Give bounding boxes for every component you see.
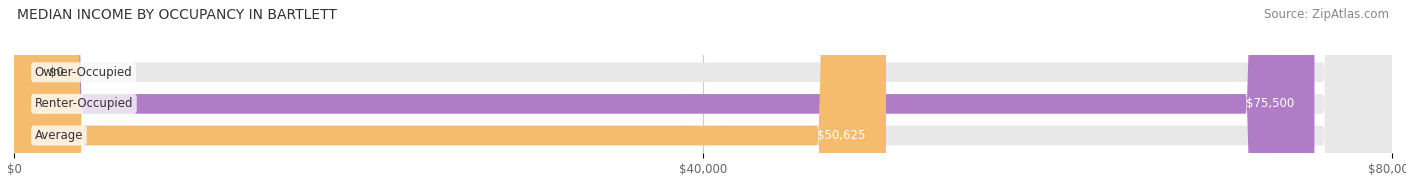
Text: $75,500: $75,500 bbox=[1246, 97, 1294, 110]
FancyBboxPatch shape bbox=[14, 0, 1392, 196]
FancyBboxPatch shape bbox=[14, 0, 1392, 196]
Text: Source: ZipAtlas.com: Source: ZipAtlas.com bbox=[1264, 8, 1389, 21]
Text: MEDIAN INCOME BY OCCUPANCY IN BARTLETT: MEDIAN INCOME BY OCCUPANCY IN BARTLETT bbox=[17, 8, 337, 22]
FancyBboxPatch shape bbox=[14, 0, 1315, 196]
FancyBboxPatch shape bbox=[14, 0, 1392, 196]
Text: Average: Average bbox=[35, 129, 83, 142]
Text: Owner-Occupied: Owner-Occupied bbox=[35, 66, 132, 79]
Text: Renter-Occupied: Renter-Occupied bbox=[35, 97, 134, 110]
Text: $50,625: $50,625 bbox=[817, 129, 865, 142]
Text: $0: $0 bbox=[48, 66, 63, 79]
FancyBboxPatch shape bbox=[14, 0, 886, 196]
